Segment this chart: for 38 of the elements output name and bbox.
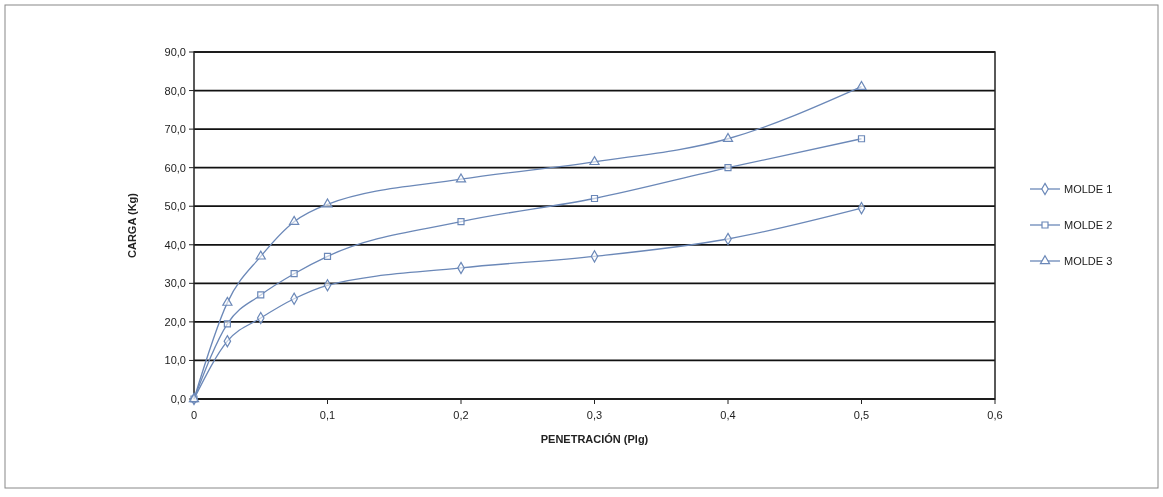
x-axis-title: PENETRACIÓN (Plg) <box>540 433 649 445</box>
legend-label: MOLDE 1 <box>1064 183 1113 195</box>
y-axis-title: CARGA (Kg) <box>126 192 138 258</box>
point <box>222 296 233 306</box>
point <box>724 164 732 172</box>
y-tick-label: 30,0 <box>164 277 186 290</box>
y-tick-label: 90,0 <box>164 46 186 58</box>
point <box>455 173 467 183</box>
y-tick-label: 70,0 <box>164 123 186 136</box>
legend-label: MOLDE 3 <box>1064 255 1113 267</box>
x-tick-label: 0,2 <box>453 409 469 421</box>
y-tick-label: 80,0 <box>164 84 186 97</box>
point <box>323 252 332 260</box>
y-tick-label: 0,0 <box>170 393 186 405</box>
x-tick-label: 0,6 <box>987 409 1003 421</box>
y-tick-label: 60,0 <box>164 161 186 174</box>
x-tick-label: 0,1 <box>319 409 336 421</box>
y-tick-label: 10,0 <box>164 354 186 367</box>
point <box>589 156 600 166</box>
point <box>290 270 298 278</box>
point <box>288 215 300 225</box>
point <box>856 80 867 90</box>
point <box>457 218 465 226</box>
point <box>590 194 599 203</box>
x-tick-label: 0 <box>190 409 198 421</box>
point <box>223 320 231 328</box>
legend-label: MOLDE 2 <box>1064 219 1113 231</box>
point <box>857 135 866 143</box>
y-tick-label: 40,0 <box>164 238 186 251</box>
x-tick-label: 0,5 <box>853 409 870 421</box>
y-tick-label: 50,0 <box>164 200 186 213</box>
point <box>722 132 734 142</box>
point <box>255 250 266 260</box>
x-tick-label: 0,4 <box>720 409 736 421</box>
x-tick-label: 0,3 <box>586 409 603 421</box>
point <box>322 198 333 208</box>
point <box>257 291 265 299</box>
y-tick-label: 20,0 <box>164 315 186 328</box>
